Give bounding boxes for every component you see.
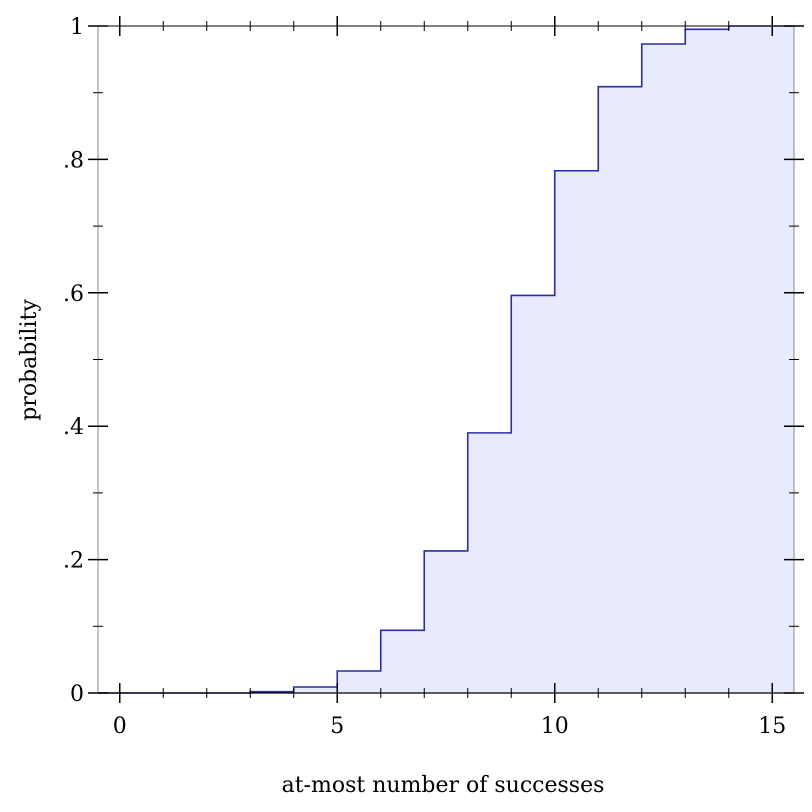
x-axis-label: at-most number of successes (282, 773, 605, 798)
x-tick-label: 5 (330, 714, 344, 739)
y-tick-label: 1 (70, 15, 84, 40)
y-tick-label: .4 (63, 415, 84, 440)
x-tick-label: 10 (541, 714, 569, 739)
x-tick-label: 0 (113, 714, 127, 739)
y-tick-label: .2 (63, 549, 84, 574)
tick-layer (88, 16, 804, 703)
y-tick-label: 0 (70, 682, 84, 707)
y-axis-label: probability (17, 299, 42, 421)
y-tick-label: .8 (63, 148, 84, 173)
area-layer (98, 26, 794, 693)
x-tick-label: 15 (758, 714, 786, 739)
y-tick-label: .6 (63, 282, 84, 307)
cdf-area (98, 26, 794, 693)
tick-label-layer: 0 5 10 15 0 .2 .4 .6 .8 1 (63, 15, 786, 739)
